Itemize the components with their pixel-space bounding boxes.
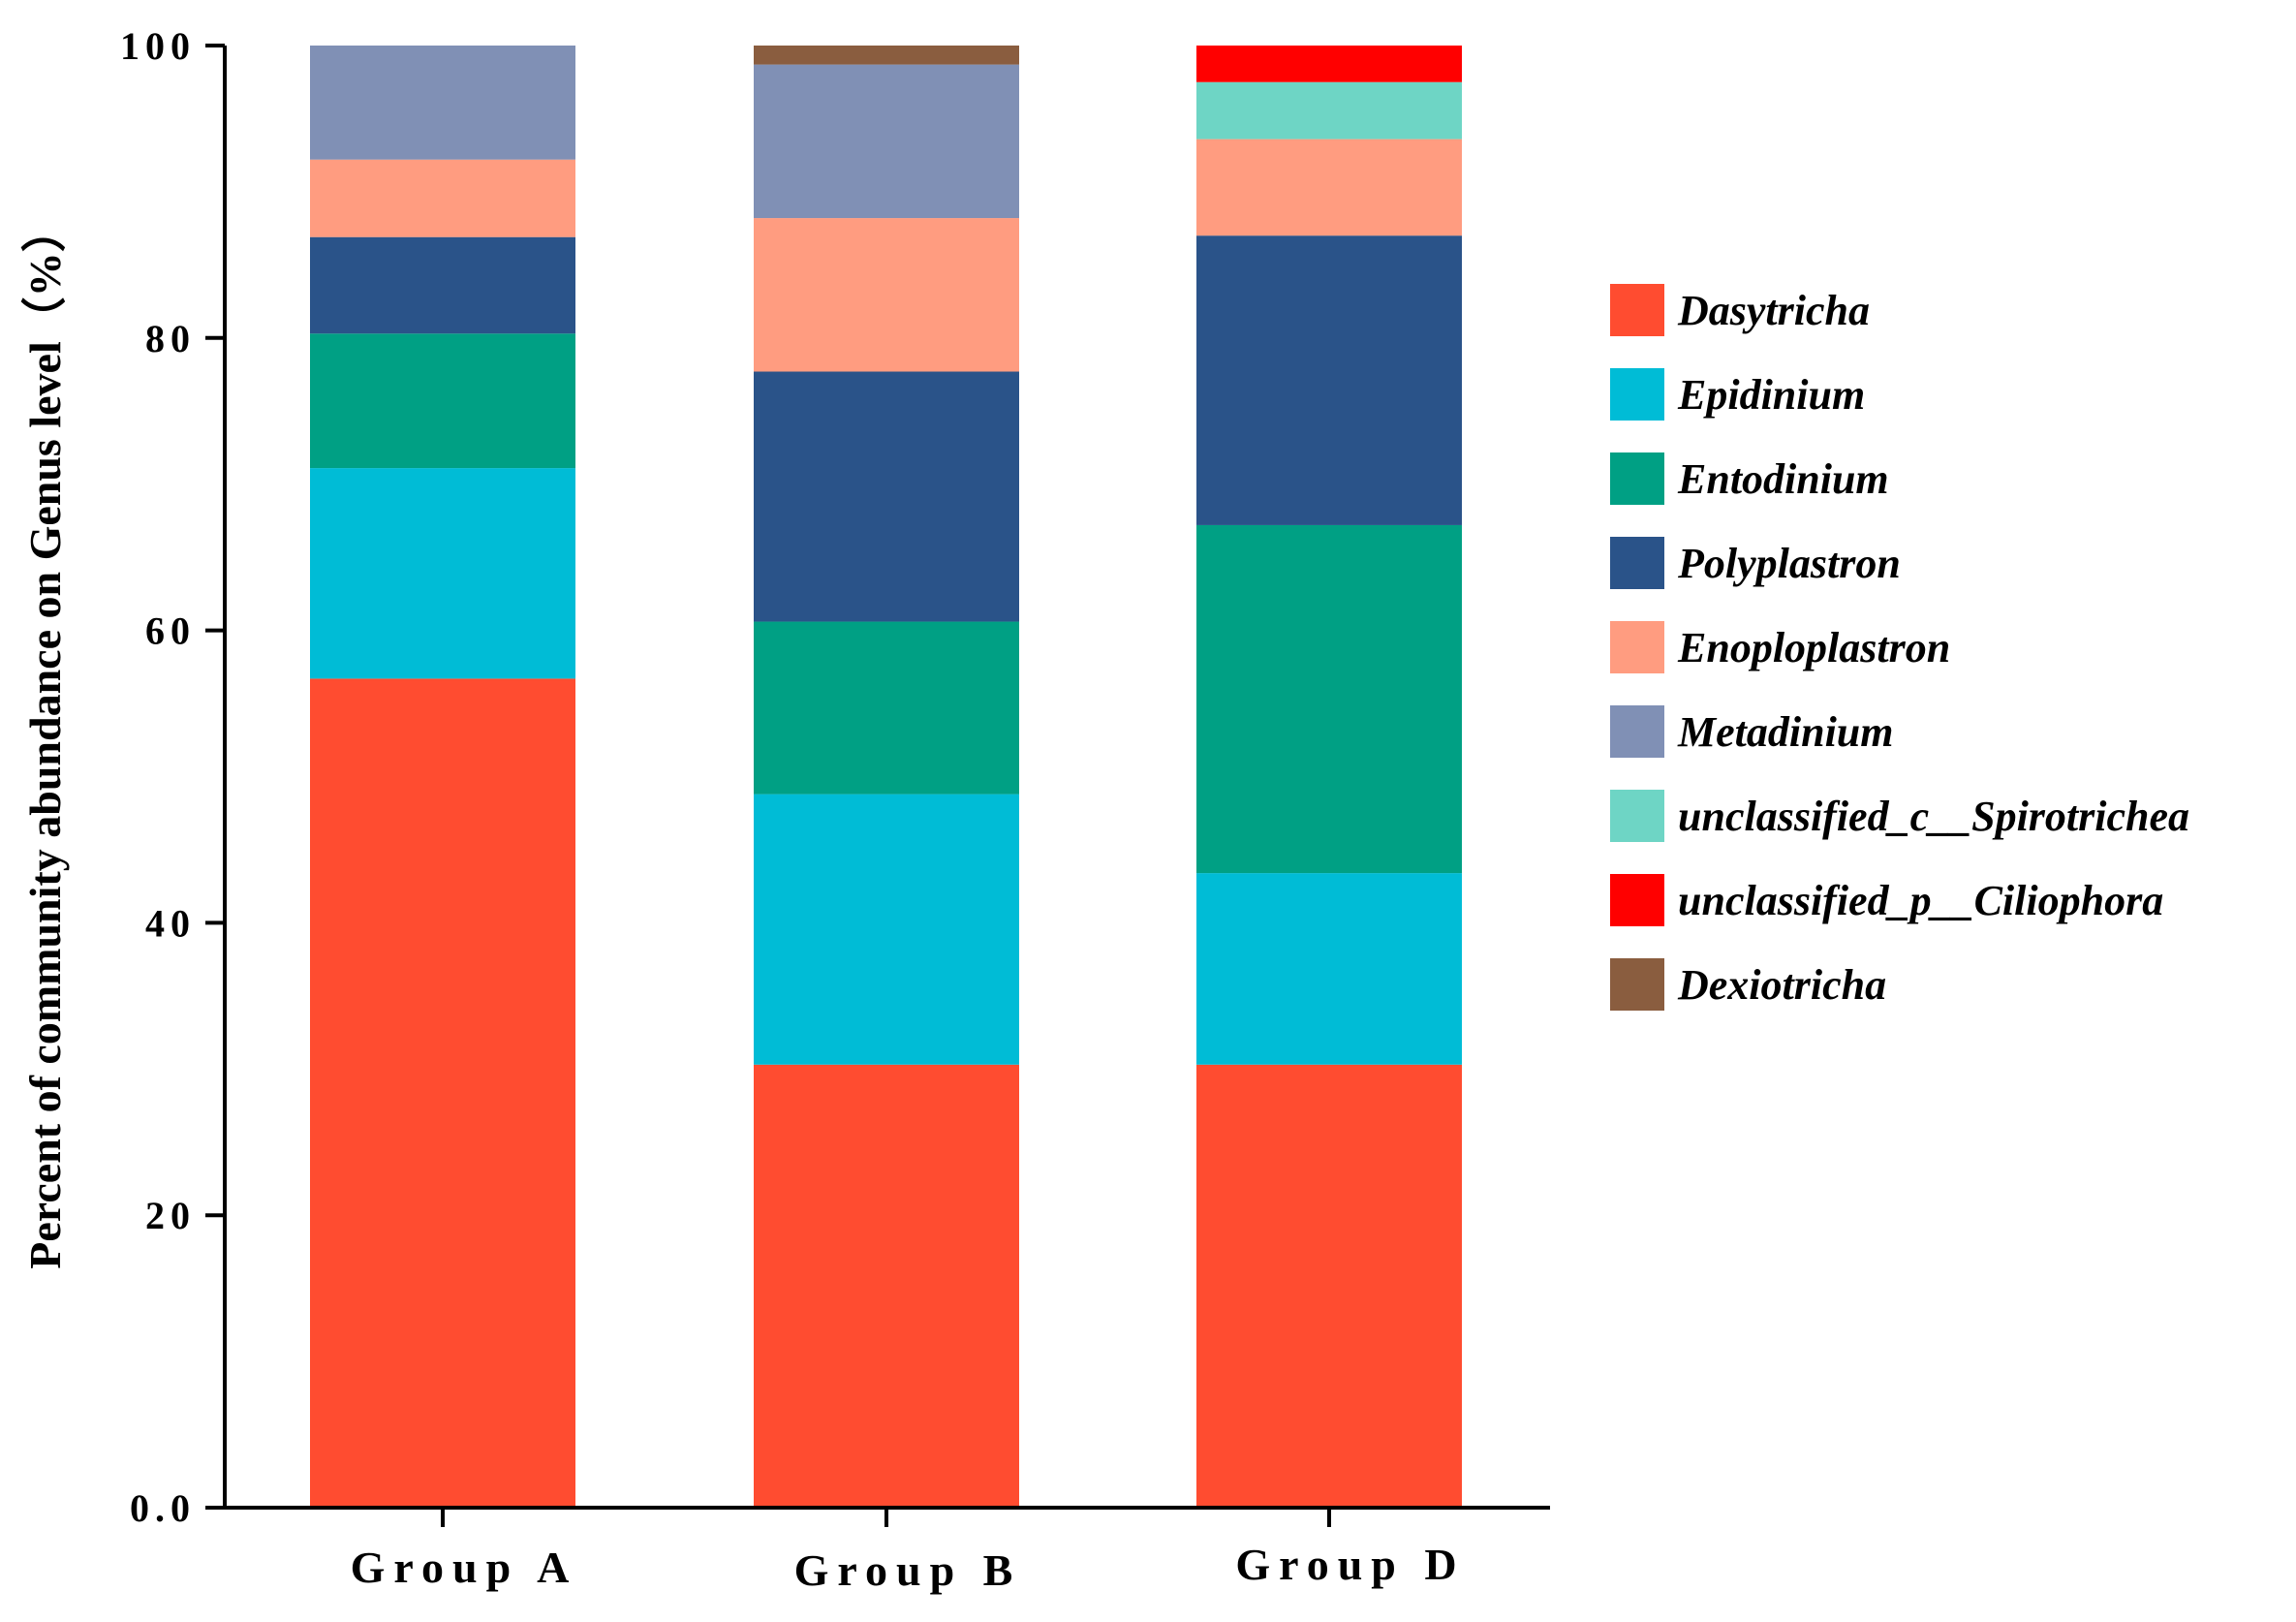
axes-layer: 0.0 20 40 60 80 100 Group A Group B Group D: [120, 24, 1550, 1595]
legend: Dasytricha Epidinium Entodinium Polyplastro…: [1610, 284, 2189, 1011]
legend-swatch-dexiotricha: [1610, 958, 1664, 1011]
bar-segment-group-b-dasytricha: [754, 1064, 1019, 1508]
bar-segment-group-b-metadinium: [754, 64, 1019, 219]
bar-segment-group-a-epidinium: [310, 468, 575, 679]
bar-segment-group-a-dasytricha: [310, 678, 575, 1508]
y-tick-label: 100: [120, 24, 196, 68]
bars-layer: [310, 46, 1462, 1508]
legend-label-unclassified-c-spirotrichea: unclassified_c__Spirotrichea: [1678, 793, 2189, 840]
bar-segment-group-a-entodinium: [310, 333, 575, 469]
bar-segment-group-a-metadinium: [310, 46, 575, 160]
legend-swatch-entodinium: [1610, 452, 1664, 505]
legend-label-enoploplastron: Enoploplastron: [1677, 624, 1950, 671]
bar-segment-group-d-unclassified-p-ciliophora: [1196, 46, 1462, 82]
legend-label-dasytricha: Dasytricha: [1677, 287, 1870, 334]
legend-label-dexiotricha: Dexiotricha: [1677, 961, 1886, 1009]
legend-swatch-enoploplastron: [1610, 621, 1664, 673]
bar-segment-group-b-epidinium: [754, 794, 1019, 1065]
y-tick-label: 0.0: [130, 1486, 196, 1530]
x-tick-label: Group D: [1235, 1540, 1465, 1589]
legend-label-entodinium: Entodinium: [1677, 455, 1889, 503]
bar-segment-group-d-epidinium: [1196, 873, 1462, 1065]
y-tick-label: 60: [145, 609, 196, 653]
legend-swatch-epidinium: [1610, 368, 1664, 421]
legend-label-metadinium: Metadinium: [1677, 708, 1894, 756]
x-tick-label: Group B: [794, 1545, 1022, 1595]
legend-swatch-metadinium: [1610, 705, 1664, 758]
x-tick-label: Group A: [351, 1543, 578, 1592]
bar-segment-group-d-entodinium: [1196, 524, 1462, 874]
bar-segment-group-b-dexiotricha: [754, 46, 1019, 65]
bar-segment-group-b-entodinium: [754, 621, 1019, 795]
legend-swatch-dasytricha: [1610, 284, 1664, 336]
bar-segment-group-d-enoploplastron: [1196, 139, 1462, 236]
y-tick-label: 40: [145, 901, 196, 945]
bar-segment-group-a-enoploplastron: [310, 159, 575, 237]
legend-label-polyplastron: Polyplastron: [1677, 540, 1901, 587]
bar-segment-group-d-dasytricha: [1196, 1064, 1462, 1508]
y-axis-label: Percent of community abundance on Genus …: [20, 207, 70, 1268]
legend-swatch-unclassified-c-spirotrichea: [1610, 790, 1664, 842]
y-tick-label: 20: [145, 1194, 196, 1237]
legend-label-epidinium: Epidinium: [1677, 371, 1865, 419]
bar-segment-group-a-polyplastron: [310, 236, 575, 334]
y-tick-label: 80: [145, 317, 196, 360]
legend-swatch-unclassified-p-ciliophora: [1610, 874, 1664, 926]
bar-segment-group-d-unclassified-c-spirotrichea: [1196, 81, 1462, 140]
bar-segment-group-b-enoploplastron: [754, 218, 1019, 372]
legend-label-unclassified-p-ciliophora: unclassified_p__Ciliophora: [1678, 877, 2163, 924]
bar-segment-group-d-polyplastron: [1196, 235, 1462, 525]
legend-swatch-polyplastron: [1610, 537, 1664, 589]
bar-segment-group-b-polyplastron: [754, 371, 1019, 622]
